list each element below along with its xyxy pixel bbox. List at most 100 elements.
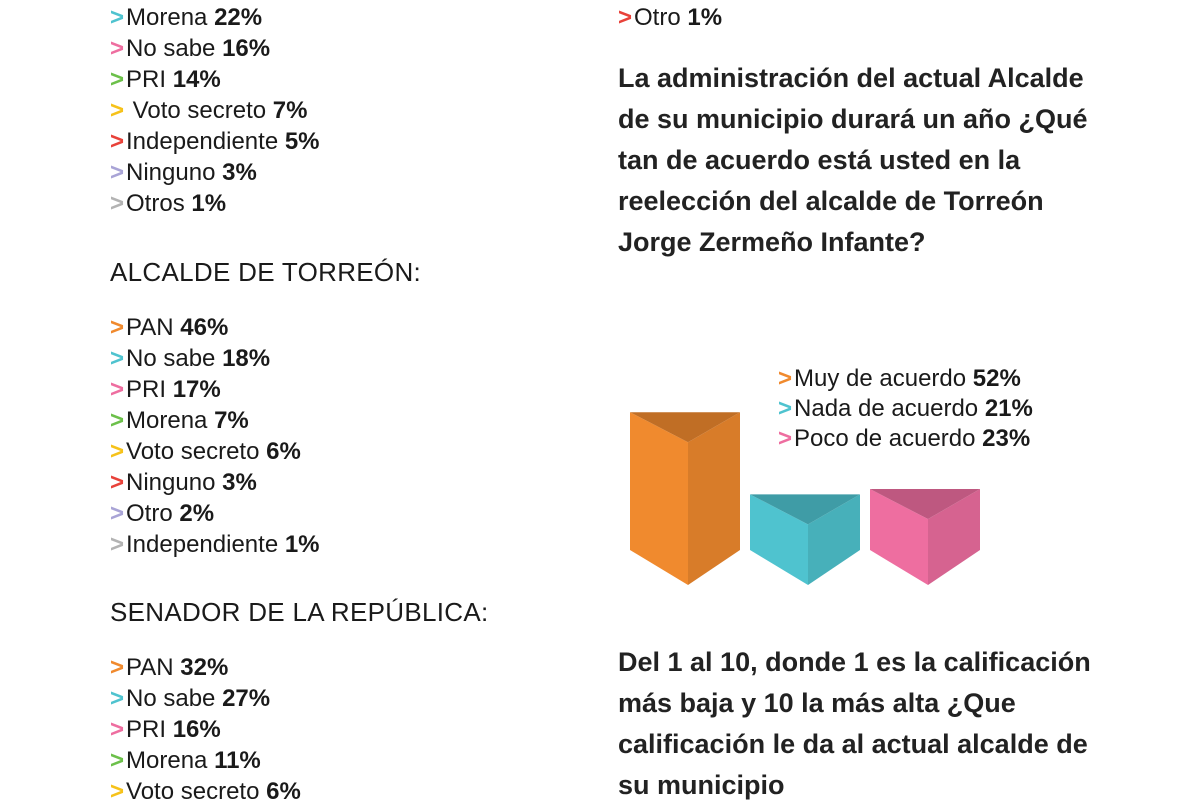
- arrow-icon: >: [778, 395, 793, 422]
- result-item: >PRI 14%: [110, 64, 320, 95]
- arrow-icon: >: [110, 531, 125, 558]
- prism-top-face: [870, 489, 980, 520]
- senador-results-list: >PAN 32% >No sabe 27% >PRI 16% >Morena 11% >…: [110, 652, 301, 807]
- result-item: >Voto secreto 6%: [110, 436, 320, 467]
- result-value: 11%: [214, 747, 261, 774]
- result-item: >Ninguno 3%: [110, 467, 320, 498]
- arrow-icon: >: [110, 35, 125, 62]
- result-label: No sabe: [126, 685, 223, 712]
- result-label: No sabe: [126, 345, 223, 372]
- legend-item: >Poco de acuerdo 23%: [778, 424, 1033, 454]
- result-value: 22%: [214, 4, 263, 31]
- result-item: >Ninguno 3%: [110, 157, 320, 188]
- result-label: PRI: [126, 66, 173, 93]
- result-label: PRI: [126, 376, 173, 403]
- senador-heading: SENADOR DE LA REPÚBLICA:: [110, 597, 489, 627]
- prism-left-face: [750, 494, 808, 585]
- arrow-icon: >: [110, 345, 125, 372]
- result-value: 16%: [222, 35, 271, 62]
- chart-legend: >Muy de acuerdo 52% >Nada de acuerdo 21% >…: [778, 364, 1033, 454]
- result-value: 52%: [972, 365, 1021, 392]
- result-item: >Otros 1%: [110, 188, 320, 219]
- arrow-icon: >: [110, 747, 125, 774]
- arrow-icon: >: [110, 685, 125, 712]
- legend-item: >Muy de acuerdo 52%: [778, 364, 1033, 394]
- arrow-icon: >: [110, 128, 125, 155]
- result-value: 21%: [984, 395, 1033, 422]
- result-item: >Otro 2%: [110, 498, 320, 529]
- result-label: Ninguno: [126, 159, 223, 186]
- result-value: 3%: [222, 469, 257, 496]
- arrow-icon: >: [110, 778, 125, 805]
- result-item: >No sabe 16%: [110, 33, 320, 64]
- result-item: >Independiente 5%: [110, 126, 320, 157]
- bar-1: [750, 494, 860, 585]
- legend-item: >Nada de acuerdo 21%: [778, 394, 1033, 424]
- prism-top-face: [630, 412, 740, 443]
- arrow-icon: >: [110, 97, 125, 124]
- result-value: 5%: [284, 128, 320, 155]
- question-reeleccion: La administración del actual Alcalde de …: [618, 63, 1088, 257]
- result-value: 16%: [172, 716, 221, 743]
- result-item: >Morena 7%: [110, 405, 320, 436]
- result-item: >No sabe 27%: [110, 683, 301, 714]
- result-value: 27%: [222, 685, 271, 712]
- right-top-list: >Otro 1%: [618, 2, 722, 33]
- top-results-list: >Morena 22% >No sabe 16% >PRI 14% > Voto se…: [110, 2, 320, 219]
- result-value: 7%: [272, 97, 308, 124]
- result-label: Ninguno: [126, 469, 223, 496]
- result-label: Poco de acuerdo: [794, 425, 983, 452]
- prism-right-face: [928, 489, 980, 585]
- arrow-icon: >: [110, 438, 125, 465]
- result-label: PRI: [126, 716, 173, 743]
- result-label: Nada de acuerdo: [794, 395, 985, 422]
- arrow-icon: >: [110, 716, 125, 743]
- arrow-icon: >: [110, 654, 125, 681]
- result-label: Voto secreto: [126, 97, 273, 124]
- result-label: Otro: [126, 500, 180, 527]
- result-label: Otros: [126, 190, 192, 217]
- result-label: Voto secreto: [126, 438, 267, 465]
- result-value: 17%: [172, 376, 221, 403]
- result-value: 1%: [284, 531, 320, 558]
- result-item: >Independiente 1%: [110, 529, 320, 560]
- bar-2: [870, 489, 980, 585]
- result-label: Morena: [126, 747, 215, 774]
- result-item: >Morena 22%: [110, 2, 320, 33]
- arrow-icon: >: [110, 407, 125, 434]
- result-item: >PAN 46%: [110, 312, 320, 343]
- arrow-icon: >: [618, 4, 633, 31]
- result-value: 2%: [179, 500, 215, 527]
- result-item: >Morena 11%: [110, 745, 301, 776]
- arrow-icon: >: [778, 425, 793, 452]
- result-label: Morena: [126, 4, 215, 31]
- result-value: 6%: [266, 438, 301, 465]
- prism-left-face: [630, 412, 688, 585]
- prism-left-face: [870, 489, 928, 585]
- result-label: Independiente: [126, 128, 285, 155]
- arrow-icon: >: [110, 500, 125, 527]
- alcalde-heading: ALCALDE DE TORREÓN:: [110, 257, 422, 287]
- result-label: PAN: [126, 654, 181, 681]
- result-label: Morena: [126, 407, 215, 434]
- arrow-icon: >: [110, 159, 125, 186]
- arrow-icon: >: [778, 365, 793, 392]
- result-label: PAN: [126, 314, 181, 341]
- result-label: Independiente: [126, 531, 285, 558]
- result-item: > Voto secreto 7%: [110, 95, 320, 126]
- arrow-icon: >: [110, 469, 125, 496]
- alcalde-results-list: >PAN 46% >No sabe 18% >PRI 17% >Morena 7% >V…: [110, 312, 320, 560]
- result-value: 1%: [687, 4, 723, 31]
- arrow-icon: >: [110, 314, 125, 341]
- result-label: No sabe: [126, 35, 223, 62]
- arrow-icon: >: [110, 66, 125, 93]
- result-item: >PAN 32%: [110, 652, 301, 683]
- result-value: 7%: [214, 407, 249, 434]
- result-item: >PRI 17%: [110, 374, 320, 405]
- result-label: Otro: [634, 4, 688, 31]
- result-item: >Otro 1%: [618, 2, 722, 33]
- bar-0: [630, 412, 740, 585]
- result-value: 32%: [180, 654, 229, 681]
- arrow-icon: >: [110, 190, 125, 217]
- result-value: 46%: [180, 314, 229, 341]
